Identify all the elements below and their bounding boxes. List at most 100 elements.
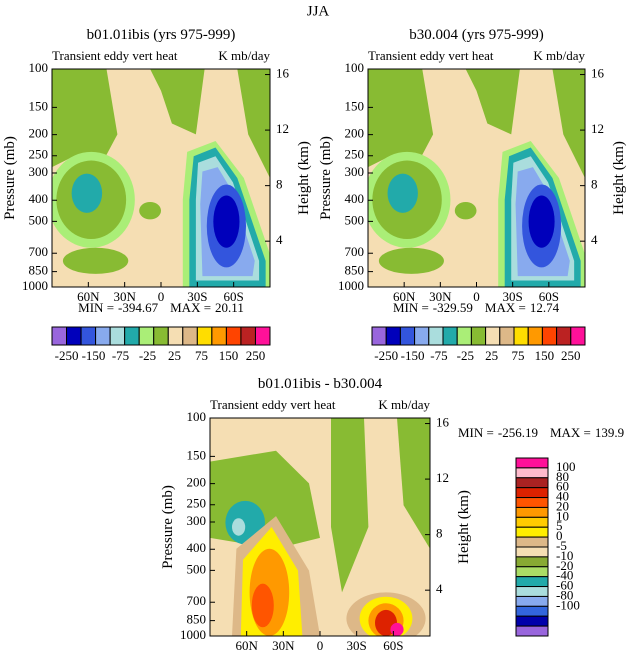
x-tick-label: 30N — [113, 289, 136, 304]
x-tick-label: 30S — [503, 289, 523, 304]
colorbar-box — [254, 326, 271, 346]
y-axis-label: Pressure (mb) — [160, 485, 176, 569]
colorbar-box — [515, 526, 549, 538]
colorbar-box — [485, 326, 501, 346]
y-tick-label: 850 — [187, 612, 207, 627]
y2-tick-label: 12 — [591, 121, 604, 136]
colorbar-label: -60 — [556, 578, 573, 593]
colorbar-box — [541, 326, 558, 346]
contour-region — [528, 195, 555, 248]
contour-region — [331, 418, 369, 593]
contour-region — [232, 518, 246, 536]
x-tick-label: 0 — [158, 289, 165, 304]
colorbar-label: -250 — [374, 348, 398, 363]
colorbar-box — [515, 615, 549, 627]
y-tick-label: 400 — [29, 191, 49, 206]
x-tick-label: 30N — [272, 638, 295, 653]
x-tick-label: 30S — [187, 289, 207, 304]
colorbar-label: 40 — [556, 489, 569, 504]
stats: MIN = -329.59 MAX = 12.74 — [393, 300, 560, 315]
y-tick-label: 100 — [29, 60, 49, 75]
colorbar-box — [515, 516, 549, 528]
y2-tick-label: 4 — [276, 232, 283, 247]
y2-axis-label: Height (km) — [296, 141, 312, 215]
y-tick-label: 100 — [187, 409, 207, 424]
colorbar-label: 150 — [535, 348, 555, 363]
y2-tick-label: 12 — [276, 121, 289, 136]
stat-max-label: MAX = — [170, 300, 211, 315]
colorbar-box — [515, 497, 549, 508]
colorbar-box — [66, 326, 82, 346]
colorbar-box — [385, 326, 401, 346]
colorbar-box — [442, 326, 458, 346]
colorbar-label: 80 — [556, 469, 569, 484]
y-tick-label: 300 — [345, 164, 365, 179]
stat-min-label: MIN = — [78, 300, 114, 315]
y-tick-label: 400 — [187, 540, 207, 555]
x-tick-label: 60N — [77, 289, 100, 304]
y-tick-label: 1000 — [22, 278, 48, 293]
colorbar-box — [95, 326, 111, 346]
y2-axis-label: Height (km) — [456, 490, 472, 564]
stat-max: 20.11 — [215, 300, 244, 315]
colorbar-box — [51, 326, 68, 346]
y2-tick-label: 16 — [436, 415, 450, 430]
colorbar-box — [80, 326, 97, 346]
colorbar-box — [527, 326, 543, 346]
y2-tick-label: 4 — [591, 232, 598, 247]
colorbar-label: -250 — [55, 348, 79, 363]
y-tick-label: 200 — [29, 126, 49, 141]
colorbar-box — [470, 326, 487, 346]
x-tick-label: 60N — [393, 289, 416, 304]
colorbar-label: 250 — [561, 348, 581, 363]
stats: MIN = -394.67 MAX = 20.11 — [78, 300, 244, 315]
y-tick-label: 150 — [345, 98, 365, 113]
y-tick-label: 500 — [345, 212, 365, 227]
y-tick-label: 1000 — [180, 627, 206, 642]
colorbar-box — [211, 326, 227, 346]
stat-max-label: MAX = — [485, 300, 526, 315]
colorbar-box — [515, 506, 549, 518]
contour-field — [52, 69, 270, 287]
contour-region — [378, 247, 444, 274]
colorbar-label: -40 — [556, 568, 573, 583]
x-tick-label: 60S — [539, 289, 559, 304]
y-tick-label: 100 — [345, 60, 365, 75]
colorbar-label: -20 — [556, 558, 573, 573]
y2-tick-label: 16 — [591, 66, 605, 81]
colorbar-label: 100 — [556, 459, 576, 474]
colorbar-box — [499, 326, 515, 346]
x-tick-label: 30S — [347, 638, 367, 653]
colorbar-label: 75 — [195, 348, 208, 363]
x-tick-label: 60S — [383, 638, 403, 653]
contour-region — [454, 201, 477, 220]
x-tick-label: 60S — [224, 289, 244, 304]
panel-subtitle: Transient eddy vert heat — [368, 48, 494, 63]
colorbar-label: 250 — [246, 348, 266, 363]
stat-max: 139.9 — [595, 425, 624, 440]
stat-max: 12.74 — [530, 300, 560, 315]
colorbar-box — [124, 326, 140, 346]
y2-tick-label: 8 — [276, 177, 283, 192]
colorbar-box — [414, 326, 430, 346]
stat-min-label: MIN = — [393, 300, 429, 315]
contour-field — [210, 418, 430, 636]
colorbar-box — [240, 326, 256, 346]
colorbar-box — [515, 546, 549, 558]
contour-region — [213, 195, 240, 248]
y2-tick-label: 16 — [276, 66, 290, 81]
y-axis-label: Pressure (mb) — [318, 136, 334, 220]
contour-region — [237, 69, 270, 178]
y-tick-label: 250 — [345, 147, 365, 162]
colorbar-label: 60 — [556, 479, 569, 494]
y-tick-label: 200 — [345, 126, 365, 141]
colorbar-box — [515, 556, 549, 568]
colorbar-box — [570, 326, 586, 346]
contour-region — [465, 69, 520, 135]
y-tick-label: 700 — [345, 244, 365, 259]
contour-region — [390, 622, 404, 636]
colorbar-label: 150 — [219, 348, 239, 363]
contour-region — [387, 173, 418, 213]
colorbar-box — [196, 326, 213, 346]
